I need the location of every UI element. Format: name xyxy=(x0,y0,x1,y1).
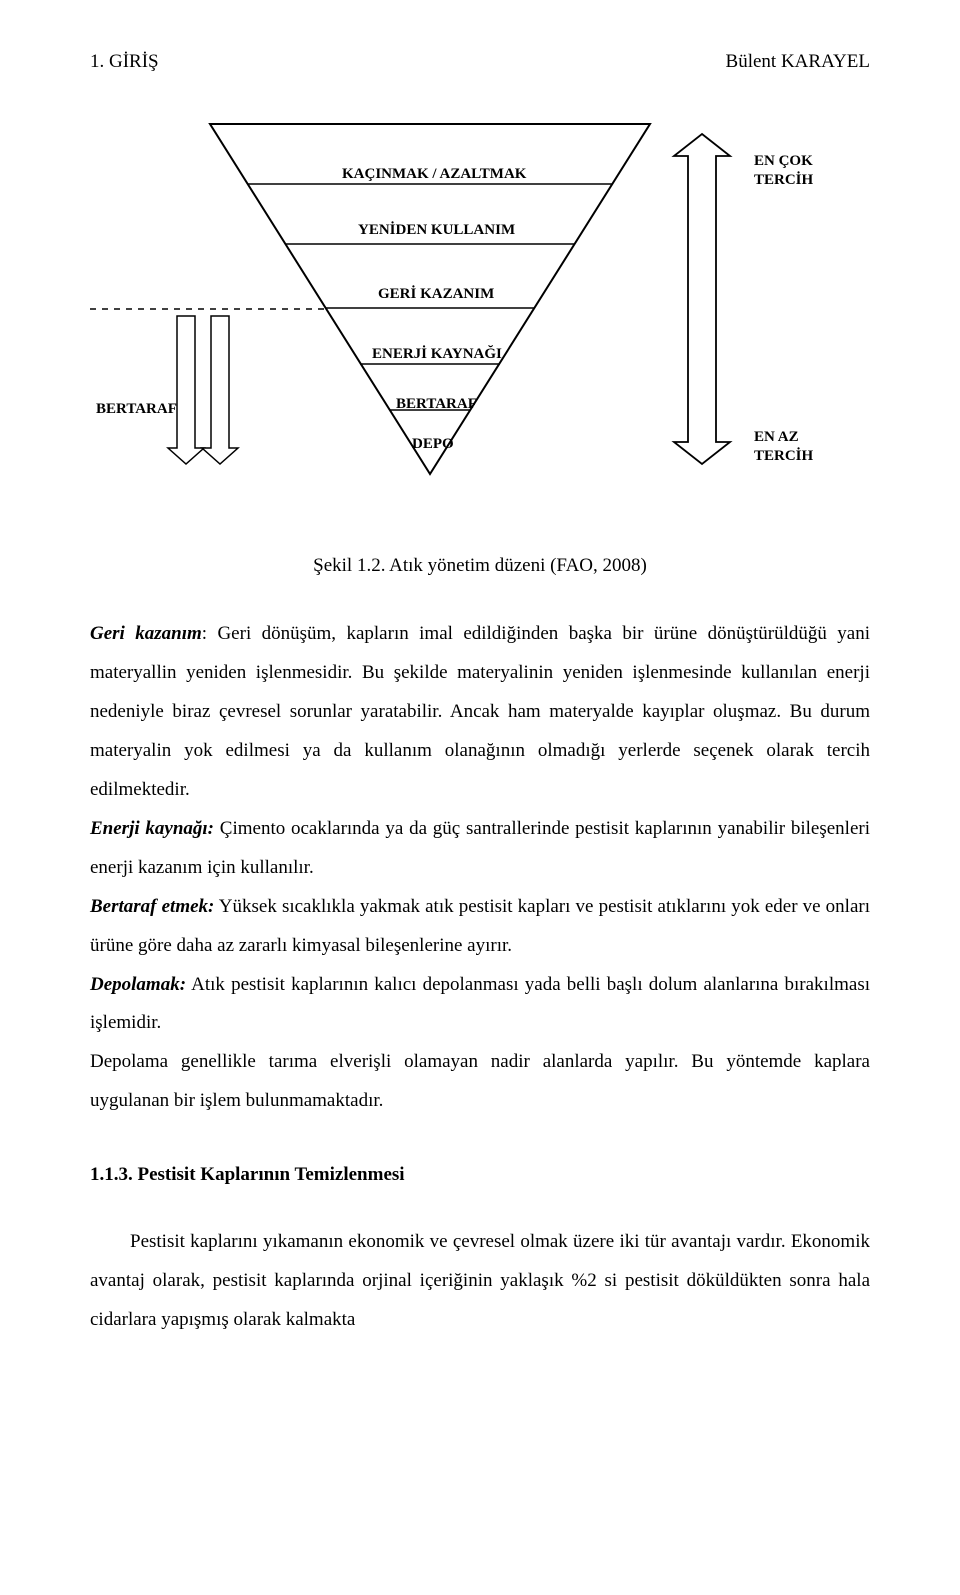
paragraph-energy: Enerji kaynağı: Çimento ocaklarında ya d… xyxy=(90,810,870,888)
left-side-label: BERTARAF xyxy=(96,400,177,420)
right-top-annot: EN ÇOK TERCİH xyxy=(754,152,813,191)
paragraph-cleaning: Pestisit kaplarını yıkamanın ekonomik ve… xyxy=(90,1223,870,1340)
paragraph-recovery: Geri kazanım: Geri dönüşüm, kapların ima… xyxy=(90,615,870,810)
paragraph-dispose: Bertaraf etmek: Yüksek sıcaklıkla yakmak… xyxy=(90,888,870,966)
section-heading: 1.1.3. Pestisit Kaplarının Temizlenmesi xyxy=(90,1161,870,1189)
term-dispose: Bertaraf etmek: xyxy=(90,896,214,917)
figure-caption: Şekil 1.2. Atık yönetim düzeni (FAO, 200… xyxy=(90,552,870,580)
right-top-line2: TERCİH xyxy=(754,172,813,188)
right-bottom-annot: EN AZ TERCİH xyxy=(754,428,813,467)
right-bottom-line1: EN AZ xyxy=(754,429,799,445)
page-header: 1. GİRİŞ Bülent KARAYEL xyxy=(90,48,870,76)
layer-energy: ENERJİ KAYNAĞI xyxy=(372,344,502,366)
layer-dispose: BERTARAF xyxy=(396,394,477,416)
layer-recover: GERİ KAZANIM xyxy=(378,284,494,306)
term-energy: Enerji kaynağı: xyxy=(90,818,214,839)
header-left: 1. GİRİŞ xyxy=(90,48,159,76)
paragraph-store: Depolamak: Atık pestisit kaplarının kalı… xyxy=(90,966,870,1044)
layer-avoid-reduce: KAÇINMAK / AZALTMAK xyxy=(342,164,526,186)
layer-store: DEPO xyxy=(412,434,454,456)
right-top-line1: EN ÇOK xyxy=(754,153,813,169)
right-bottom-line2: TERCİH xyxy=(754,448,813,464)
text-store: Atık pestisit kaplarının kalıcı depolanm… xyxy=(90,974,870,1034)
term-recovery: Geri kazanım xyxy=(90,623,202,644)
body-text: Geri kazanım: Geri dönüşüm, kapların ima… xyxy=(90,615,870,1340)
text-recovery: : Geri dönüşüm, kapların imal edildiğind… xyxy=(90,623,870,800)
paragraph-storage-note: Depolama genellikle tarıma elverişli ola… xyxy=(90,1043,870,1121)
layer-reuse: YENİDEN KULLANIM xyxy=(358,220,515,242)
header-right: Bülent KARAYEL xyxy=(726,48,870,76)
waste-hierarchy-diagram: KAÇINMAK / AZALTMAK YENİDEN KULLANIM GER… xyxy=(90,104,870,534)
term-store: Depolamak: xyxy=(90,974,186,995)
